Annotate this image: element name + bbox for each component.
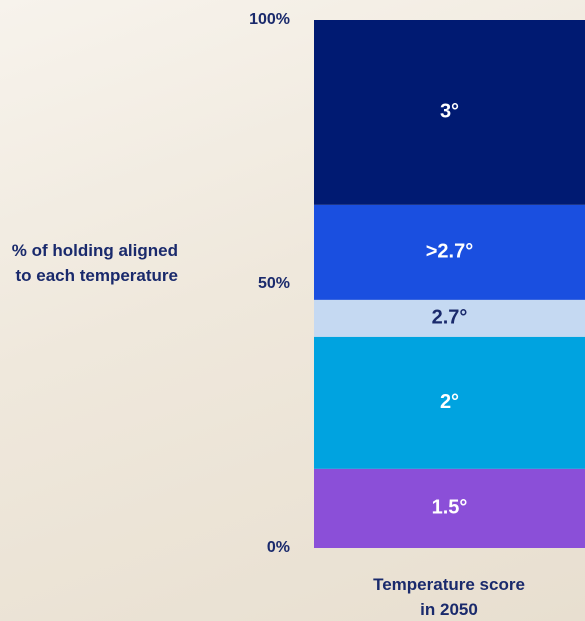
- y-axis-label: % of holding aligned to each temperature: [6, 238, 178, 288]
- y-tick-label: 0%: [267, 539, 290, 556]
- segment-label: 1.5°: [432, 497, 468, 519]
- y-tick-label: 100%: [249, 11, 290, 28]
- x-axis-label: Temperature score in 2050: [364, 572, 534, 621]
- segment-label: >2.7°: [426, 241, 473, 263]
- segment-label: 2.7°: [432, 307, 468, 329]
- page: 0% 50% 100% 1.5° 2° 2.7° >2.7° 3° % of holding …: [0, 0, 585, 621]
- segment-label: 2°: [440, 391, 459, 413]
- segment-label: 3°: [440, 101, 459, 123]
- chart: 0% 50% 100% 1.5° 2° 2.7° >2.7° 3°: [0, 0, 585, 621]
- y-tick-label: 50%: [258, 275, 290, 292]
